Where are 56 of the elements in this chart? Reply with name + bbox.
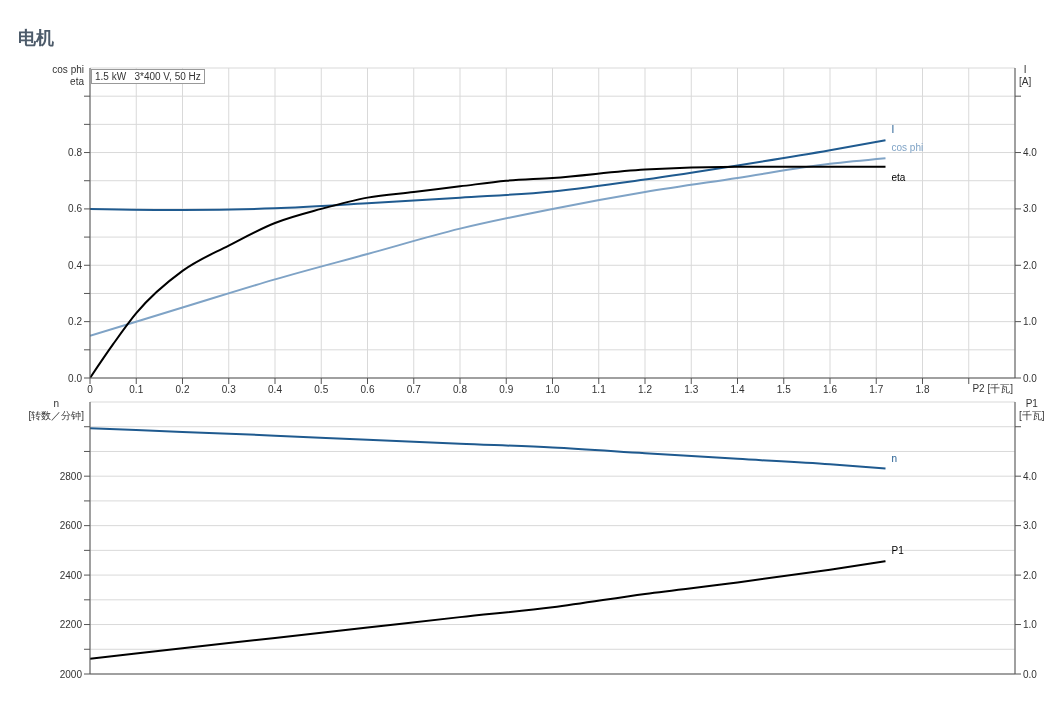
y-axis-title: n [转数／分钟] [28, 398, 84, 422]
x-tick-label: 0.6 [360, 384, 375, 396]
line-series [90, 139, 887, 212]
x-tick-label: 0 [87, 384, 94, 396]
y2-tick-label: 3.0 [1023, 203, 1038, 215]
x-tick-label: 1.4 [730, 384, 745, 396]
x-tick-label: 1.3 [684, 384, 699, 396]
y2-axis-title: I [A] [1019, 64, 1032, 88]
x-tick-label: 0.1 [129, 384, 144, 396]
x-tick-label: 1.7 [869, 384, 884, 396]
x-tick-label: 1.1 [591, 384, 607, 396]
series-label: n [891, 452, 898, 464]
line-series [90, 165, 887, 378]
y-tick-label: 0.8 [68, 147, 83, 159]
x-tick-label: 0.5 [314, 384, 329, 396]
annotation: 1.5 kW 3*400 V, 50 Hz [91, 69, 205, 84]
y2-tick-label: 0.0 [1023, 372, 1038, 384]
x-tick-label: 0.3 [221, 384, 237, 396]
y2-tick-label: 4.0 [1023, 147, 1038, 159]
y-tick-label: 0.2 [68, 316, 83, 328]
y-tick-label: 0.0 [68, 372, 83, 384]
y-axis-title: cos phi eta [52, 64, 84, 88]
y2-tick-label: 3.0 [1023, 520, 1038, 532]
y2-axis-title: P1 [千瓦] [1019, 398, 1045, 422]
x-tick-label: 0.8 [453, 384, 468, 396]
line-series [90, 157, 887, 337]
line-series [90, 427, 887, 470]
y-tick-label: 2000 [59, 668, 83, 680]
series-label: P1 [891, 545, 905, 557]
y2-tick-label: 2.0 [1023, 569, 1038, 581]
y2-tick-label: 4.0 [1023, 470, 1038, 482]
y-tick-label: 0.6 [68, 203, 83, 215]
y2-tick-label: 1.0 [1023, 316, 1038, 328]
y-tick-label: 2800 [59, 470, 83, 482]
x-tick-label: 1.2 [638, 384, 653, 396]
x-tick-label: 0.2 [175, 384, 190, 396]
x-tick-label: 0.7 [406, 384, 422, 396]
x-tick-label: 1.8 [915, 384, 930, 396]
y-tick-label: 0.4 [68, 259, 83, 271]
x-axis-title: P2 [千瓦] [972, 382, 1013, 396]
series-label: eta [891, 171, 906, 183]
chart-title: 电机 [18, 26, 54, 50]
y2-tick-label: 2.0 [1023, 259, 1038, 271]
x-tick-label: 0.9 [499, 384, 514, 396]
x-tick-label: 1.5 [776, 384, 792, 396]
y2-tick-label: 1.0 [1023, 619, 1038, 631]
series-label: I [891, 124, 895, 136]
y-tick-label: 2600 [59, 520, 83, 532]
y2-tick-label: 0.0 [1023, 668, 1038, 680]
y-tick-label: 2200 [59, 619, 83, 631]
line-series [90, 560, 887, 660]
x-tick-label: 1.0 [545, 384, 560, 396]
y-tick-label: 2400 [59, 569, 83, 581]
x-tick-label: 0.4 [268, 384, 283, 396]
x-tick-label: 1.6 [823, 384, 838, 396]
series-label: cos phi [891, 142, 924, 154]
